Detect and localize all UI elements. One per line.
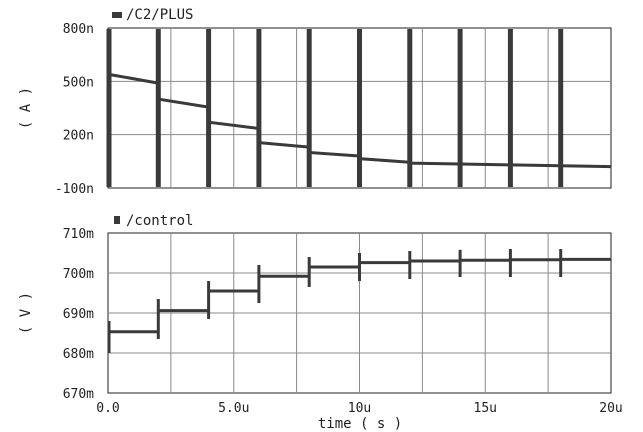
voltage-plot-panel: 710m 700m 690m 680m 670m /control ( V ) xyxy=(18,213,612,402)
voltage-y-tick-label: 690m xyxy=(63,307,94,322)
current-y-tick-label: 800n xyxy=(63,22,94,37)
current-y-tick-label: 200n xyxy=(63,129,94,144)
x-tick-label: 0.0 xyxy=(96,401,119,416)
current-y-unit-label: ( A ) xyxy=(18,87,34,129)
voltage-legend-label: /control xyxy=(126,213,193,229)
current-y-tick-label: 500n xyxy=(63,75,94,90)
voltage-y-unit-label: ( V ) xyxy=(18,292,34,334)
current-legend: /C2/PLUS xyxy=(112,7,193,23)
voltage-trace xyxy=(107,249,611,353)
x-tick-label: 20u xyxy=(599,401,622,416)
current-plot-y-ticks: 800n 500n 200n -100n xyxy=(55,22,94,197)
x-axis-label: time ( s ) xyxy=(318,416,402,432)
x-tick-label: 10u xyxy=(348,401,371,416)
voltage-y-tick-label: 670m xyxy=(63,387,94,402)
x-tick-label: 5.0u xyxy=(218,401,249,416)
voltage-y-tick-label: 710m xyxy=(63,227,94,242)
voltage-plot-y-ticks: 710m 700m 690m 680m 670m xyxy=(63,227,94,402)
voltage-legend-marker-icon xyxy=(114,216,120,224)
current-trace xyxy=(106,29,612,187)
x-tick-label: 15u xyxy=(474,401,497,416)
time-x-ticks: 0.0 5.0u 10u 15u 20u xyxy=(96,401,622,416)
voltage-legend: /control xyxy=(114,213,193,229)
voltage-y-tick-label: 680m xyxy=(63,347,94,362)
current-y-tick-label: -100n xyxy=(55,182,94,197)
current-legend-label: /C2/PLUS xyxy=(126,7,193,23)
current-plot-panel: 800n 500n 200n -100n /C2/PLUS ( A ) xyxy=(18,7,612,197)
voltage-y-tick-label: 700m xyxy=(63,267,94,282)
current-legend-marker-icon xyxy=(112,12,122,18)
